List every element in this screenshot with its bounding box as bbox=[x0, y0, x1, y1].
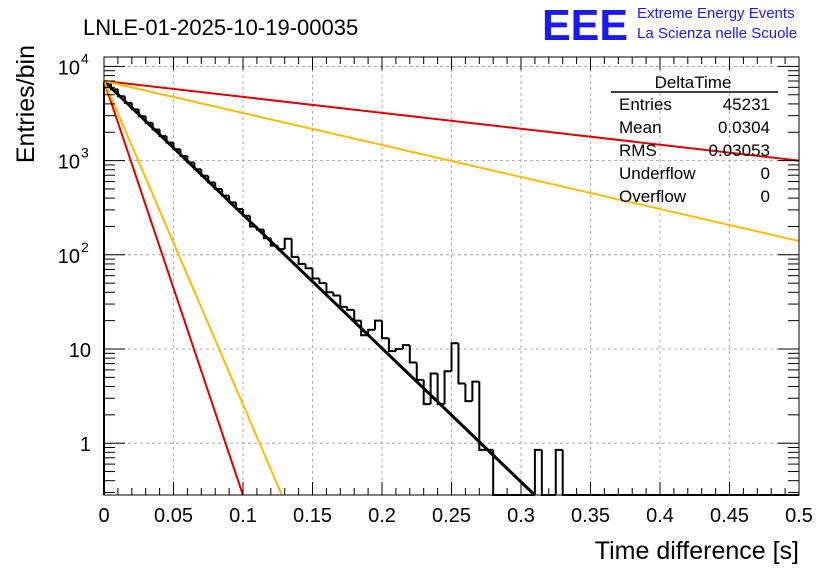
stats-row-label: Underflow bbox=[619, 164, 696, 183]
eee-logo: EEE bbox=[542, 1, 628, 50]
logo-line-1: Extreme Energy Events bbox=[637, 5, 795, 22]
x-tick-labels: 0 0.05 0.1 0.15 0.2 0.25 0.3 0.35 0.4 0.45 0.5 bbox=[98, 505, 812, 527]
histogram-bin bbox=[533, 448, 542, 495]
histogram-bin bbox=[283, 237, 292, 250]
x-tick-label: 0.5 bbox=[785, 505, 813, 527]
series-line-red-fast bbox=[103, 80, 244, 496]
series-line-orange-slow bbox=[103, 80, 800, 243]
x-tick-label: 0.35 bbox=[571, 505, 610, 527]
histogram-bin bbox=[318, 278, 327, 285]
histogram-bin bbox=[297, 256, 306, 265]
x-tick-label: 0.2 bbox=[368, 505, 396, 527]
y-tick-exponent: 2 bbox=[81, 239, 89, 255]
series-line-orange-fast bbox=[103, 80, 283, 496]
stats-title: DeltaTime bbox=[655, 73, 732, 92]
histogram-bin bbox=[554, 448, 563, 495]
stats-box: DeltaTime Entries 45231 Mean 0.0304 RMS 0.030… bbox=[611, 73, 778, 206]
y-tick-exponent: 4 bbox=[81, 50, 89, 66]
y-tick-label: 10 bbox=[58, 246, 80, 268]
x-tick-label: 0.4 bbox=[646, 505, 674, 527]
x-tick-label: 0.15 bbox=[293, 505, 332, 527]
histogram-bin bbox=[394, 348, 403, 352]
histogram-bin bbox=[471, 380, 480, 402]
histogram-bin bbox=[374, 319, 382, 330]
fit-lines bbox=[102, 79, 800, 497]
histogram-bin bbox=[401, 344, 410, 349]
histogram-bin bbox=[408, 345, 417, 364]
x-axis-title: Time difference [s] bbox=[595, 537, 799, 565]
histogram-bin bbox=[290, 238, 299, 258]
histogram-bin bbox=[443, 370, 452, 405]
chart-title: LNLE-01-2025-10-19-00035 bbox=[83, 15, 358, 40]
stats-row-label: RMS bbox=[619, 141, 657, 160]
stats-row-label: Entries bbox=[619, 95, 672, 114]
series-line-red-slow bbox=[103, 80, 800, 162]
logo-line-2: La Scienza nelle Scuole bbox=[637, 25, 797, 42]
y-tick-label: 10 bbox=[69, 340, 91, 362]
histogram-bin bbox=[457, 343, 466, 385]
histogram-bin bbox=[311, 268, 320, 280]
stats-row-label: Mean bbox=[619, 118, 662, 137]
stats-row-value: 45231 bbox=[723, 95, 770, 114]
stats-rows: Entries 45231 Mean 0.0304 RMS 0.03053 Underflo… bbox=[619, 95, 770, 206]
histogram-bin bbox=[478, 381, 487, 451]
stats-row-value: 0 bbox=[761, 164, 770, 183]
stats-row-label: Overflow bbox=[619, 187, 687, 206]
x-tick-label: 0.25 bbox=[432, 505, 471, 527]
x-tick-label: 0.45 bbox=[710, 505, 749, 527]
histogram-bin bbox=[304, 263, 313, 270]
histogram-bin bbox=[381, 320, 389, 340]
histogram-bin bbox=[346, 306, 355, 311]
histogram-bin bbox=[332, 292, 341, 297]
histogram-bin bbox=[325, 283, 334, 294]
series-line-fit bbox=[102, 79, 536, 497]
x-tick-label: 0.1 bbox=[229, 505, 257, 527]
y-tick-label: 10 bbox=[58, 152, 80, 174]
y-tick-label: 10 bbox=[58, 57, 80, 79]
x-tick-label: 0.3 bbox=[507, 505, 535, 527]
axis-ticks bbox=[103, 57, 800, 495]
y-tick-exponent: 3 bbox=[81, 145, 89, 161]
x-tick-label: 0 bbox=[98, 505, 109, 527]
histogram-bin bbox=[360, 320, 369, 337]
x-tick-label: 0.05 bbox=[154, 505, 193, 527]
y-axis-title: Entries/bin bbox=[12, 45, 40, 163]
stats-row-value: 0.03053 bbox=[709, 141, 770, 160]
histogram-bin bbox=[450, 342, 459, 372]
stats-row-value: 0.0304 bbox=[718, 118, 770, 137]
histogram-bin bbox=[387, 338, 396, 353]
y-tick-label: 1 bbox=[80, 434, 91, 456]
stats-row-value: 0 bbox=[761, 187, 770, 206]
histogram-bin bbox=[464, 383, 473, 403]
